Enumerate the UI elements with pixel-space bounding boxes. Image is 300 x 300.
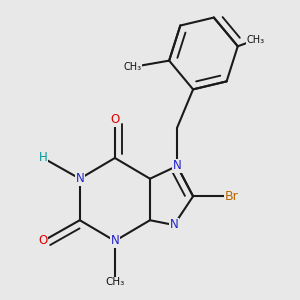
Text: O: O [38,235,48,248]
Text: CH₃: CH₃ [105,278,124,287]
Text: N: N [110,235,119,248]
Text: CH₃: CH₃ [123,62,142,72]
Text: N: N [169,218,178,232]
Text: H: H [39,152,47,164]
Text: Br: Br [224,190,238,203]
Text: CH₃: CH₃ [246,35,264,45]
Text: N: N [173,160,182,172]
Text: N: N [75,172,84,185]
Text: O: O [110,113,119,126]
